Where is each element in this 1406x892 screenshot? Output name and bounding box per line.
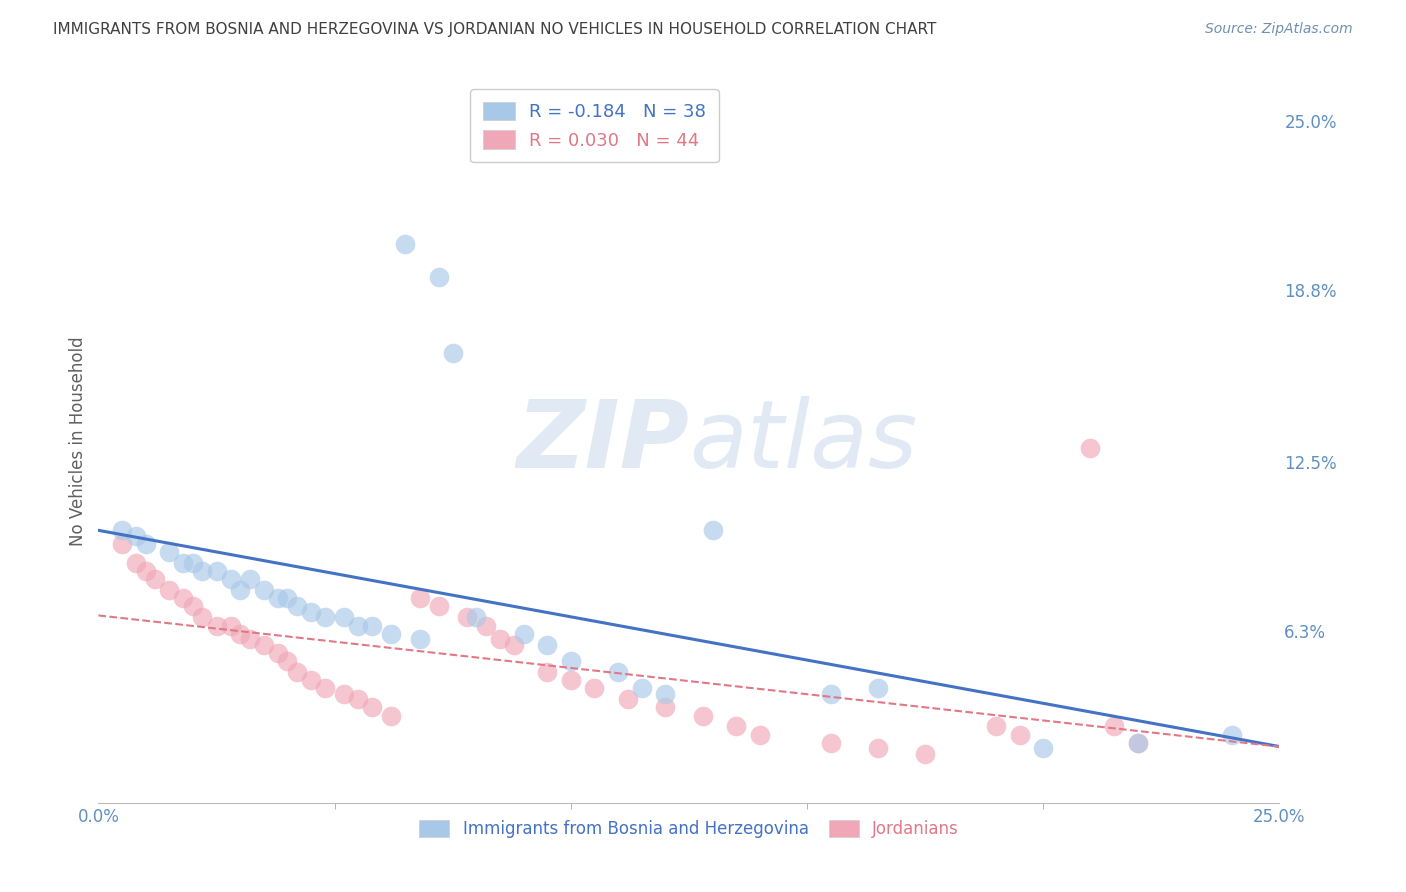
Point [253, 583, 276, 598]
Point [314, 610, 336, 624]
Point [607, 665, 630, 679]
Point [536, 665, 558, 679]
Point [205, 564, 228, 578]
Point [239, 632, 262, 647]
Point [333, 687, 356, 701]
Point [135, 537, 157, 551]
Point [380, 708, 402, 723]
Point [702, 523, 724, 537]
Text: Source: ZipAtlas.com: Source: ZipAtlas.com [1205, 22, 1353, 37]
Point [503, 638, 526, 652]
Point [692, 708, 714, 723]
Point [299, 605, 322, 619]
Point [347, 692, 370, 706]
Point [1126, 736, 1149, 750]
Point [475, 618, 498, 632]
Point [229, 583, 252, 598]
Point [125, 556, 148, 570]
Point [560, 673, 582, 687]
Point [111, 523, 134, 537]
Point [333, 610, 356, 624]
Point [820, 687, 842, 701]
Point [654, 687, 676, 701]
Point [276, 591, 298, 606]
Point [408, 591, 430, 606]
Y-axis label: No Vehicles in Household: No Vehicles in Household [69, 336, 87, 547]
Text: atlas: atlas [689, 396, 917, 487]
Point [191, 610, 214, 624]
Point [285, 665, 308, 679]
Point [820, 736, 842, 750]
Point [408, 632, 430, 647]
Point [583, 681, 606, 696]
Point [465, 610, 488, 624]
Legend: Immigrants from Bosnia and Herzegovina, Jordanians: Immigrants from Bosnia and Herzegovina, … [412, 814, 966, 845]
Point [441, 346, 464, 360]
Point [253, 638, 276, 652]
Point [748, 728, 770, 742]
Point [1080, 442, 1102, 456]
Point [285, 599, 308, 614]
Point [314, 681, 336, 696]
Point [654, 700, 676, 714]
Point [191, 564, 214, 578]
Point [267, 646, 290, 660]
Point [299, 673, 322, 687]
Point [456, 610, 478, 624]
Point [276, 654, 298, 668]
Point [172, 556, 194, 570]
Point [1008, 728, 1031, 742]
Point [267, 591, 290, 606]
Point [914, 747, 936, 761]
Point [380, 626, 402, 640]
Point [394, 236, 416, 251]
Point [181, 556, 204, 570]
Point [157, 583, 180, 598]
Point [1126, 736, 1149, 750]
Point [1032, 741, 1054, 756]
Point [143, 572, 166, 586]
Point [984, 719, 1007, 733]
Point [489, 632, 512, 647]
Point [111, 537, 134, 551]
Point [560, 654, 582, 668]
Point [229, 626, 252, 640]
Point [866, 741, 889, 756]
Point [239, 572, 262, 586]
Point [347, 618, 370, 632]
Point [1102, 719, 1125, 733]
Point [172, 591, 194, 606]
Point [157, 545, 180, 559]
Point [125, 528, 148, 542]
Point [361, 700, 384, 714]
Point [512, 626, 534, 640]
Point [181, 599, 204, 614]
Point [361, 618, 384, 632]
Point [427, 269, 450, 284]
Point [725, 719, 748, 733]
Point [616, 692, 638, 706]
Text: IMMIGRANTS FROM BOSNIA AND HERZEGOVINA VS JORDANIAN NO VEHICLES IN HOUSEHOLD COR: IMMIGRANTS FROM BOSNIA AND HERZEGOVINA V… [53, 22, 936, 37]
Point [536, 638, 558, 652]
Point [866, 681, 889, 696]
Point [1220, 728, 1243, 742]
Point [205, 618, 228, 632]
Point [219, 572, 242, 586]
Point [630, 681, 652, 696]
Point [427, 599, 450, 614]
Text: ZIP: ZIP [516, 395, 689, 488]
Point [219, 618, 242, 632]
Point [135, 564, 157, 578]
